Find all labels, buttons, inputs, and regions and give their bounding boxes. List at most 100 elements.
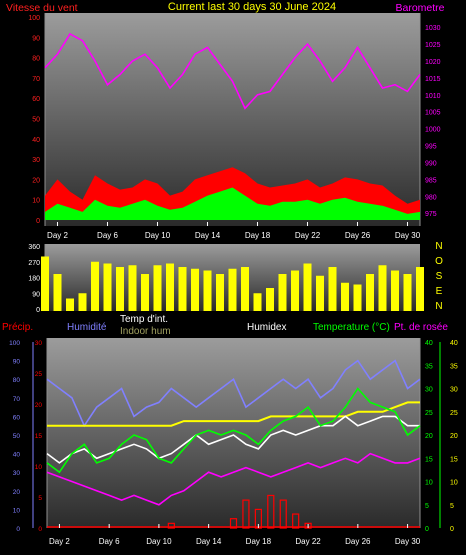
wind-tick-label: 90 — [32, 35, 40, 42]
temperature-line — [46, 387, 421, 474]
pressure-tick-label: 1005 — [425, 110, 441, 117]
pressure-tick-label: 1010 — [425, 93, 441, 100]
legend-humidity: Humidité — [67, 322, 107, 333]
humidity-tick-label: 80 — [13, 377, 21, 384]
wind-x-tick-label: Day 2 — [47, 231, 68, 240]
direction-bar — [241, 267, 249, 311]
pressure-tick-label: 1030 — [425, 25, 441, 32]
legend-precipitation: Précip. — [2, 322, 33, 333]
indoor-temp-line — [47, 401, 420, 427]
wind-tick-label: 80 — [32, 56, 40, 63]
direction-tick-label: 0 — [36, 307, 40, 314]
humidity-tick-label: 40 — [13, 452, 21, 459]
wind-tick-label: 40 — [32, 137, 40, 144]
temp-right-tick-label: 40 — [425, 340, 433, 347]
legend-dewpoint: Pt. de rosée — [394, 322, 448, 333]
direction-bar — [278, 274, 287, 311]
temp-right-tick-label: 0 — [425, 526, 429, 533]
wind-tick-label: 30 — [32, 157, 40, 164]
header-right-label: Barometre — [395, 2, 444, 14]
direction-letter: E — [436, 286, 443, 297]
temp-right-tick-label: 20 — [425, 433, 433, 440]
direction-letter: S — [436, 271, 443, 282]
temperature-x-tick-label: Day 26 — [345, 537, 371, 546]
direction-bar — [178, 267, 187, 311]
direction-bar — [166, 263, 174, 311]
direction-bar — [303, 263, 312, 311]
direction-bar — [53, 274, 62, 311]
direction-bar — [78, 293, 87, 311]
humidity-tick-label: 100 — [9, 340, 20, 347]
temperature-x-tick-label: Day 30 — [395, 537, 421, 546]
temperature-x-tick-label: Day 14 — [196, 537, 222, 546]
legend-temperature: Temperature (°C) — [313, 322, 390, 333]
precip-tick-label: 5 — [38, 495, 42, 502]
temp-right-tick-label: 5 — [425, 503, 429, 510]
wind-tick-label: 0 — [36, 218, 40, 225]
humidity-tick-label: 70 — [13, 396, 21, 403]
direction-bar — [391, 270, 399, 311]
rain-bar — [267, 494, 275, 529]
pressure-tick-label: 995 — [425, 144, 437, 151]
direction-bar — [266, 288, 274, 311]
temperature-x-tick-label: Day 6 — [99, 537, 120, 546]
wind-x-tick-label: Day 18 — [245, 231, 271, 240]
direction-letter: N — [435, 301, 442, 312]
wind-average-area — [45, 187, 420, 220]
pressure-line — [44, 32, 421, 110]
direction-bar — [353, 284, 362, 311]
header-left-label: Vitesse du vent — [6, 2, 78, 14]
direction-bar — [153, 265, 162, 311]
direction-bar — [253, 293, 262, 311]
direction-bar — [191, 268, 199, 311]
direction-bar — [216, 274, 224, 311]
direction-bar — [141, 274, 149, 311]
direction-letter: N — [435, 241, 442, 252]
precip-tick-label: 0 — [38, 526, 42, 533]
precip-tick-label: 30 — [35, 340, 43, 347]
chart-title: Current last 30 days 30 June 2024 — [168, 1, 336, 13]
direction-bar — [66, 298, 74, 311]
temp-right-tick-label: 25 — [425, 410, 433, 417]
temp-right2-tick-label: 30 — [450, 387, 458, 394]
direction-tick-label: 180 — [28, 276, 40, 283]
pressure-tick-label: 1015 — [425, 76, 441, 83]
humidity-tick-label: 20 — [13, 489, 21, 496]
rain-bar — [279, 499, 287, 529]
humidity-tick-label: 10 — [13, 507, 21, 514]
wind-x-tick-label: Day 30 — [395, 231, 421, 240]
precip-tick-label: 15 — [35, 433, 43, 440]
temp-right2-tick-label: 0 — [450, 526, 454, 533]
humidity-tick-label: 30 — [13, 470, 21, 477]
wind-tick-label: 60 — [32, 96, 40, 103]
humidex-line — [46, 415, 420, 464]
rain-bar — [229, 518, 238, 529]
direction-bar — [128, 265, 137, 311]
direction-bar — [291, 270, 299, 311]
direction-bar — [366, 274, 374, 311]
direction-tick-label: 90 — [32, 291, 40, 298]
temp-right-tick-label: 10 — [425, 480, 433, 487]
direction-bar — [378, 265, 387, 311]
wind-x-tick-label: Day 6 — [97, 231, 118, 240]
direction-bar — [328, 267, 337, 311]
direction-bar — [91, 261, 99, 311]
temp-right2-tick-label: 25 — [450, 410, 458, 417]
rain-bar — [167, 522, 175, 529]
direction-bar — [203, 270, 212, 311]
wind-tick-label: 20 — [32, 177, 40, 184]
direction-bar — [103, 263, 112, 311]
temp-right-tick-label: 35 — [425, 363, 433, 370]
precip-tick-label: 10 — [35, 464, 43, 471]
wind-tick-label: 50 — [32, 117, 40, 124]
wind-tick-label: 70 — [32, 76, 40, 83]
humidity-tick-label: 50 — [13, 433, 21, 440]
dewpoint-line — [46, 452, 421, 506]
direction-bar — [416, 267, 424, 311]
direction-bar — [228, 268, 237, 311]
precip-tick-label: 25 — [35, 371, 43, 378]
pressure-tick-label: 1025 — [425, 42, 441, 49]
direction-tick-label: 270 — [28, 260, 40, 267]
rain-bar — [242, 499, 250, 529]
